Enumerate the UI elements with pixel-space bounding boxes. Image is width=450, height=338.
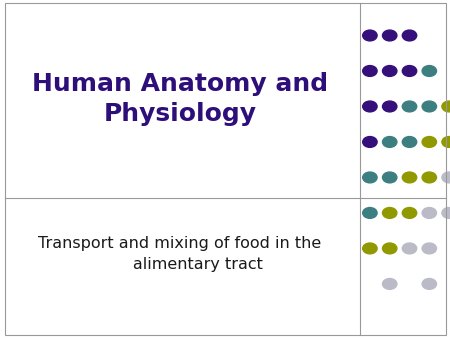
Circle shape bbox=[422, 279, 436, 289]
Circle shape bbox=[382, 172, 397, 183]
Circle shape bbox=[382, 66, 397, 76]
Circle shape bbox=[363, 137, 377, 147]
Circle shape bbox=[402, 101, 417, 112]
Circle shape bbox=[442, 137, 450, 147]
Circle shape bbox=[442, 101, 450, 112]
Text: Transport and mixing of food in the
       alimentary tract: Transport and mixing of food in the alim… bbox=[38, 236, 322, 272]
Circle shape bbox=[422, 66, 436, 76]
Circle shape bbox=[402, 243, 417, 254]
Circle shape bbox=[422, 243, 436, 254]
Circle shape bbox=[402, 66, 417, 76]
Circle shape bbox=[422, 208, 436, 218]
Circle shape bbox=[363, 172, 377, 183]
Circle shape bbox=[442, 172, 450, 183]
Circle shape bbox=[363, 30, 377, 41]
Circle shape bbox=[363, 243, 377, 254]
Circle shape bbox=[382, 101, 397, 112]
Text: Human Anatomy and
Physiology: Human Anatomy and Physiology bbox=[32, 72, 328, 126]
Circle shape bbox=[422, 101, 436, 112]
Circle shape bbox=[422, 137, 436, 147]
Circle shape bbox=[363, 101, 377, 112]
Circle shape bbox=[402, 208, 417, 218]
Circle shape bbox=[402, 172, 417, 183]
Circle shape bbox=[382, 208, 397, 218]
Circle shape bbox=[382, 243, 397, 254]
Circle shape bbox=[402, 137, 417, 147]
Circle shape bbox=[363, 66, 377, 76]
Circle shape bbox=[402, 30, 417, 41]
Circle shape bbox=[382, 137, 397, 147]
Circle shape bbox=[382, 30, 397, 41]
Circle shape bbox=[382, 279, 397, 289]
Circle shape bbox=[442, 208, 450, 218]
Circle shape bbox=[363, 208, 377, 218]
Circle shape bbox=[422, 172, 436, 183]
